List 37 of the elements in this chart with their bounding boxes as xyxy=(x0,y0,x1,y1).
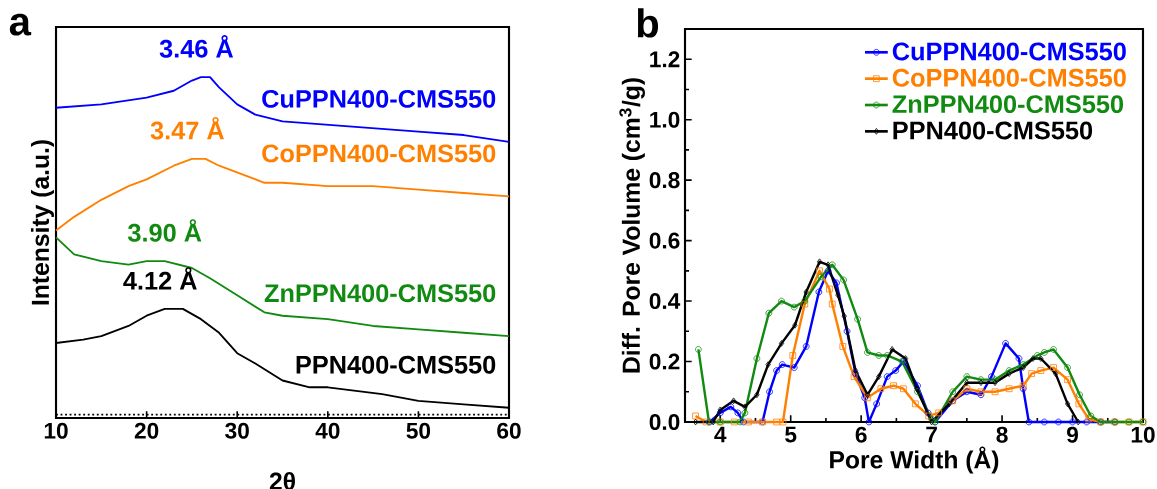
y-axis-title: Intensity (a.u.) xyxy=(30,140,54,305)
chart-title: a xyxy=(9,13,32,36)
y-tick-label: 0.4 xyxy=(649,293,681,310)
x-tick-label: 4 xyxy=(714,426,727,443)
annotation: 3.90 Å xyxy=(128,219,202,242)
annotation: 3.47 Å xyxy=(150,116,224,140)
y-tick-label: 0.6 xyxy=(649,232,680,249)
annotation: 4.12 Å xyxy=(123,267,197,290)
series-label: CuPPN400-CMS550 xyxy=(262,89,496,108)
x-tick-label: 30 xyxy=(225,422,249,439)
chart-title: b xyxy=(637,8,659,38)
legend-label: ZnPPN400-CMS550 xyxy=(892,95,1124,114)
x-tick-label: 6 xyxy=(855,426,867,443)
x-tick-label: 9 xyxy=(1067,426,1078,443)
y-tick-label: 1.0 xyxy=(650,111,680,128)
x-tick-label: 10 xyxy=(1131,426,1155,443)
legend-label: PPN400-CMS550 xyxy=(893,121,1093,140)
x-tick-label: 40 xyxy=(315,422,340,439)
legend-label: CuPPN400-CMS550 xyxy=(892,42,1126,61)
series-label: CoPPN400-CMS550 xyxy=(262,144,496,163)
x-tick-label: 7 xyxy=(926,426,937,443)
series-label: PPN400-CMS550 xyxy=(296,355,496,374)
x-axis-title: Pore Width (Å) xyxy=(830,446,999,474)
x-tick-label: 8 xyxy=(996,426,1008,443)
y-tick-label: 0.2 xyxy=(649,353,680,370)
x-tick-label: 5 xyxy=(785,426,797,443)
y-tick-label: 1.2 xyxy=(650,51,680,68)
x-tick-label: 20 xyxy=(134,422,159,439)
x-tick-label: 10 xyxy=(44,422,68,439)
annotation: 3.46 Å xyxy=(159,35,234,58)
legend-label: CoPPN400-CMS550 xyxy=(892,68,1126,87)
y-tick-label: 0.0 xyxy=(649,413,680,431)
series-label: ZnPPN400-CMS550 xyxy=(264,284,496,303)
x-tick-label: 50 xyxy=(406,422,431,439)
y-tick-label: 0.8 xyxy=(649,172,680,189)
x-tick-label: 60 xyxy=(497,422,521,439)
y-axis-title: Diff. Pore Volume (cm$^{3}$/g) xyxy=(619,78,645,373)
